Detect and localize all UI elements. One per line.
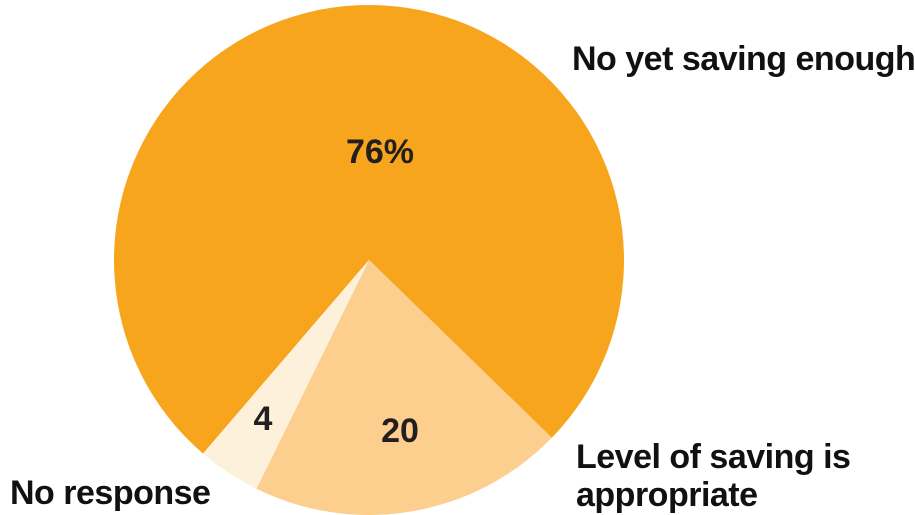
legend-label-appropriate: Level of saving is appropriate [576, 438, 851, 514]
legend-label-appropriate-line2: appropriate [576, 476, 758, 514]
legend-label-appropriate-line1: Level of saving is [576, 438, 851, 476]
value-label-no-response: 4 [254, 400, 273, 438]
value-label-not-saving: 76% [346, 133, 414, 171]
pie-slices [114, 4, 625, 515]
value-label-appropriate: 20 [381, 412, 419, 450]
pie-slice-not-saving [114, 4, 625, 454]
legend-label-not-saving: No yet saving enough [572, 40, 915, 78]
pie-slice-appropriate [256, 260, 552, 515]
legend-label-no-response: No response [10, 474, 211, 512]
pie-slice-no-response [203, 260, 369, 489]
